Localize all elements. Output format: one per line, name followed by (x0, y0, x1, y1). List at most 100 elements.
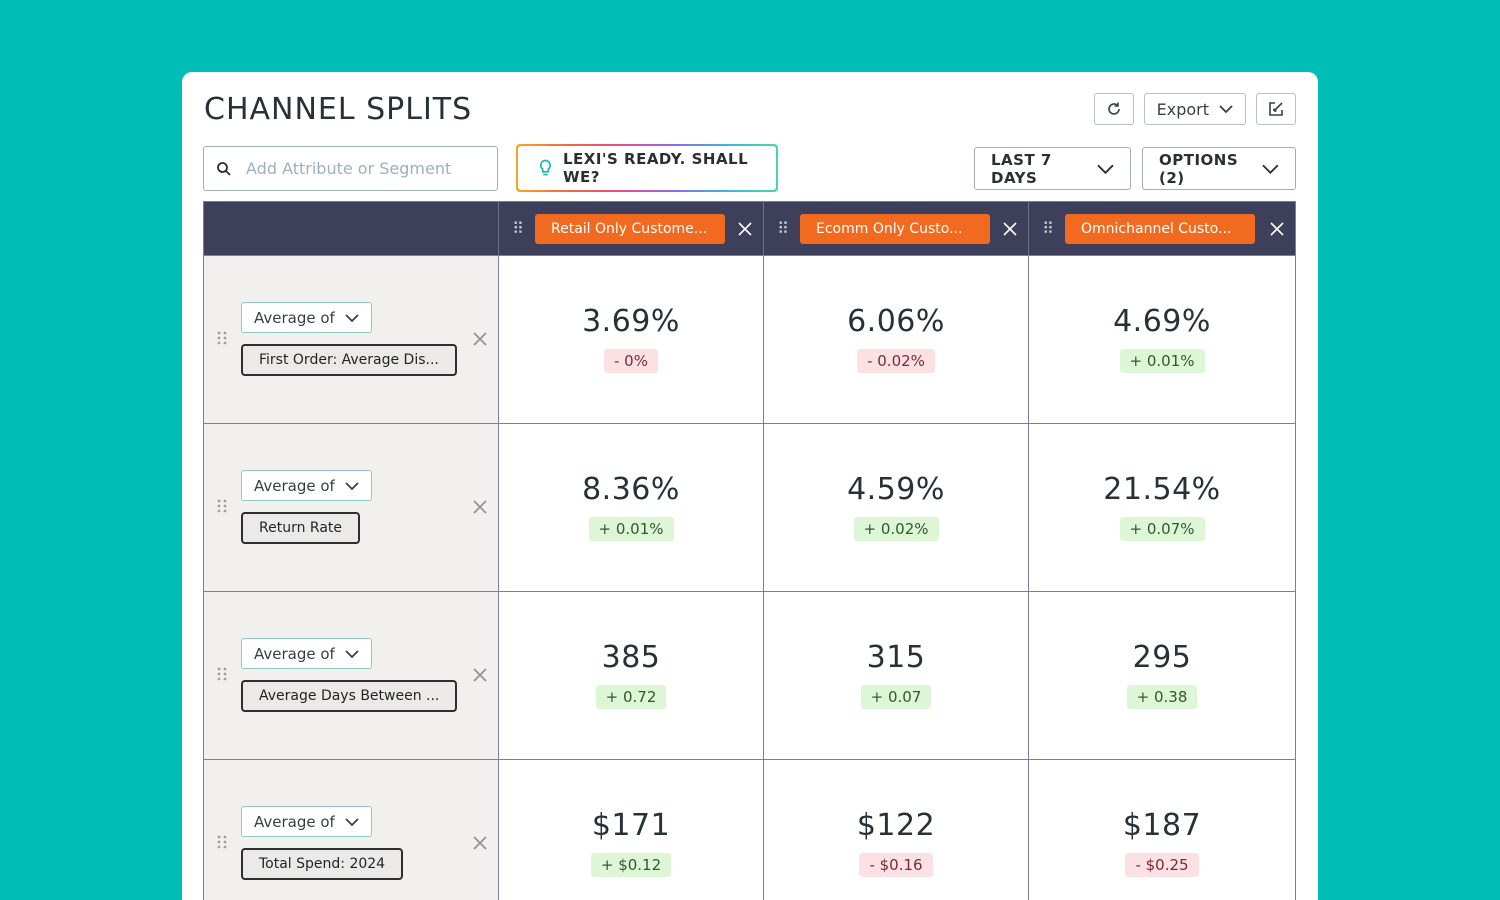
delta-badge: + 0.38 (1126, 685, 1198, 709)
segment-header: ⠿ Ecomm Only Custo... (764, 202, 1029, 255)
lexi-button[interactable]: LEXI'S READY. SHALL WE? (516, 144, 778, 192)
delta-badge: + $0.12 (590, 853, 672, 877)
segment-pill[interactable]: Retail Only Custome... (535, 213, 725, 244)
aggregation-label: Average of (254, 812, 335, 831)
drag-handle-icon[interactable]: ⠿ (777, 219, 789, 238)
date-range-label: LAST 7 DAYS (991, 150, 1052, 187)
close-icon[interactable] (737, 221, 753, 237)
close-icon[interactable] (472, 499, 488, 515)
metric-value: $171 (591, 808, 671, 843)
chevron-down-icon (1219, 105, 1233, 114)
metric-value: 4.69% (1113, 304, 1211, 339)
delta-badge: + 0.07 (860, 685, 932, 709)
export-button[interactable]: Export (1143, 93, 1246, 125)
chevron-down-icon (1262, 164, 1279, 174)
delta-badge: + 0.07% (1119, 517, 1205, 541)
options-dropdown[interactable]: OPTIONS (2) (1142, 147, 1296, 190)
metric-value: 8.36% (582, 472, 680, 507)
lexi-button-inner: LEXI'S READY. SHALL WE? (518, 146, 776, 190)
segment-header: ⠿ Retail Only Custome... (499, 202, 764, 255)
drag-handle-icon[interactable]: ⠿ (512, 219, 524, 238)
segment-header-row: ⠿ Retail Only Custome... ⠿ Ecomm Only Cu… (204, 202, 1295, 255)
lightbulb-icon (540, 159, 551, 176)
metric-row: Average of Total Spend: 2024 $171 + $0.1… (204, 759, 1295, 900)
aggregation-dropdown[interactable]: Average of (241, 302, 372, 333)
segment-pill[interactable]: Ecomm Only Custo... (800, 213, 990, 244)
value-cell: 4.59% + 0.02% (764, 424, 1029, 591)
metric-label-cell: Average of First Order: Average Dis... (204, 256, 499, 423)
close-icon[interactable] (1002, 221, 1018, 237)
close-icon[interactable] (1269, 221, 1285, 237)
drag-handle-icon[interactable]: ⠿ (1042, 219, 1054, 238)
value-cell: $187 - $0.25 (1029, 760, 1295, 900)
metric-value: 315 (866, 640, 926, 675)
aggregation-label: Average of (254, 476, 335, 495)
metric-pill[interactable]: First Order: Average Dis... (241, 344, 457, 376)
segment-header: ⠿ Omnichannel Custo... (1029, 202, 1295, 255)
segment-pill[interactable]: Omnichannel Custo... (1065, 213, 1255, 244)
search-input[interactable]: Add Attribute or Segment (203, 146, 498, 191)
metric-pill[interactable]: Return Rate (241, 512, 361, 544)
chevron-down-icon (345, 649, 359, 658)
top-actions: Export (1093, 93, 1296, 125)
split-grid: ⠿ Retail Only Custome... ⠿ Ecomm Only Cu… (203, 201, 1296, 900)
refresh-button[interactable] (1093, 93, 1134, 125)
header-corner (204, 202, 499, 255)
drag-handle-icon[interactable] (216, 666, 228, 682)
value-cell: 295 + 0.38 (1029, 592, 1295, 759)
value-cell: $122 - $0.16 (764, 760, 1029, 900)
metric-row: Average of Return Rate 8.36% + 0.01% 4.5… (204, 423, 1295, 591)
drag-handle-icon[interactable] (216, 834, 228, 850)
date-range-dropdown[interactable]: LAST 7 DAYS (974, 147, 1131, 190)
external-edit-icon (1269, 102, 1283, 116)
value-cell: 21.54% + 0.07% (1029, 424, 1295, 591)
metric-value: 6.06% (847, 304, 945, 339)
metric-value: 4.59% (847, 472, 945, 507)
metric-pill[interactable]: Average Days Between ... (241, 680, 458, 712)
metric-value: 3.69% (582, 304, 680, 339)
page-title: CHANNEL SPLITS (204, 92, 473, 127)
delta-badge: + 0.72 (595, 685, 667, 709)
edit-button[interactable] (1256, 93, 1296, 125)
metric-label-cell: Average of Return Rate (204, 424, 499, 591)
value-cell: 8.36% + 0.01% (499, 424, 764, 591)
metric-value: 21.54% (1103, 472, 1221, 507)
metric-row: Average of First Order: Average Dis... 3… (204, 255, 1295, 423)
drag-handle-icon[interactable] (216, 330, 228, 346)
chevron-down-icon (345, 817, 359, 826)
close-icon[interactable] (472, 667, 488, 683)
drag-handle-icon[interactable] (216, 498, 228, 514)
metric-value: $122 (856, 808, 936, 843)
refresh-icon (1107, 102, 1120, 115)
value-cell: 315 + 0.07 (764, 592, 1029, 759)
channel-splits-card: CHANNEL SPLITS Export Add Att (182, 72, 1318, 900)
close-icon[interactable] (472, 331, 488, 347)
metric-label-cell: Average of Average Days Between ... (204, 592, 499, 759)
chevron-down-icon (1097, 164, 1114, 174)
value-cell: 385 + 0.72 (499, 592, 764, 759)
close-icon[interactable] (472, 835, 488, 851)
chevron-down-icon (345, 481, 359, 490)
delta-badge: + 0.01% (588, 517, 674, 541)
search-icon (217, 161, 231, 176)
value-cell: $171 + $0.12 (499, 760, 764, 900)
search-placeholder: Add Attribute or Segment (246, 159, 452, 178)
metric-pill[interactable]: Total Spend: 2024 (241, 848, 404, 880)
options-label: OPTIONS (2) (1159, 150, 1239, 187)
delta-badge: - $0.25 (1125, 853, 1199, 877)
aggregation-dropdown[interactable]: Average of (241, 470, 372, 501)
export-label: Export (1156, 99, 1209, 119)
metric-value: $187 (1122, 808, 1202, 843)
value-cell: 6.06% - 0.02% (764, 256, 1029, 423)
value-cell: 4.69% + 0.01% (1029, 256, 1295, 423)
value-cell: 3.69% - 0% (499, 256, 764, 423)
delta-badge: + 0.02% (853, 517, 939, 541)
metric-label-cell: Average of Total Spend: 2024 (204, 760, 499, 900)
aggregation-dropdown[interactable]: Average of (241, 638, 372, 669)
delta-badge: - 0% (604, 349, 658, 373)
chevron-down-icon (345, 313, 359, 322)
aggregation-dropdown[interactable]: Average of (241, 806, 372, 837)
aggregation-label: Average of (254, 644, 335, 663)
metric-value: 295 (1132, 640, 1192, 675)
delta-badge: + 0.01% (1119, 349, 1205, 373)
